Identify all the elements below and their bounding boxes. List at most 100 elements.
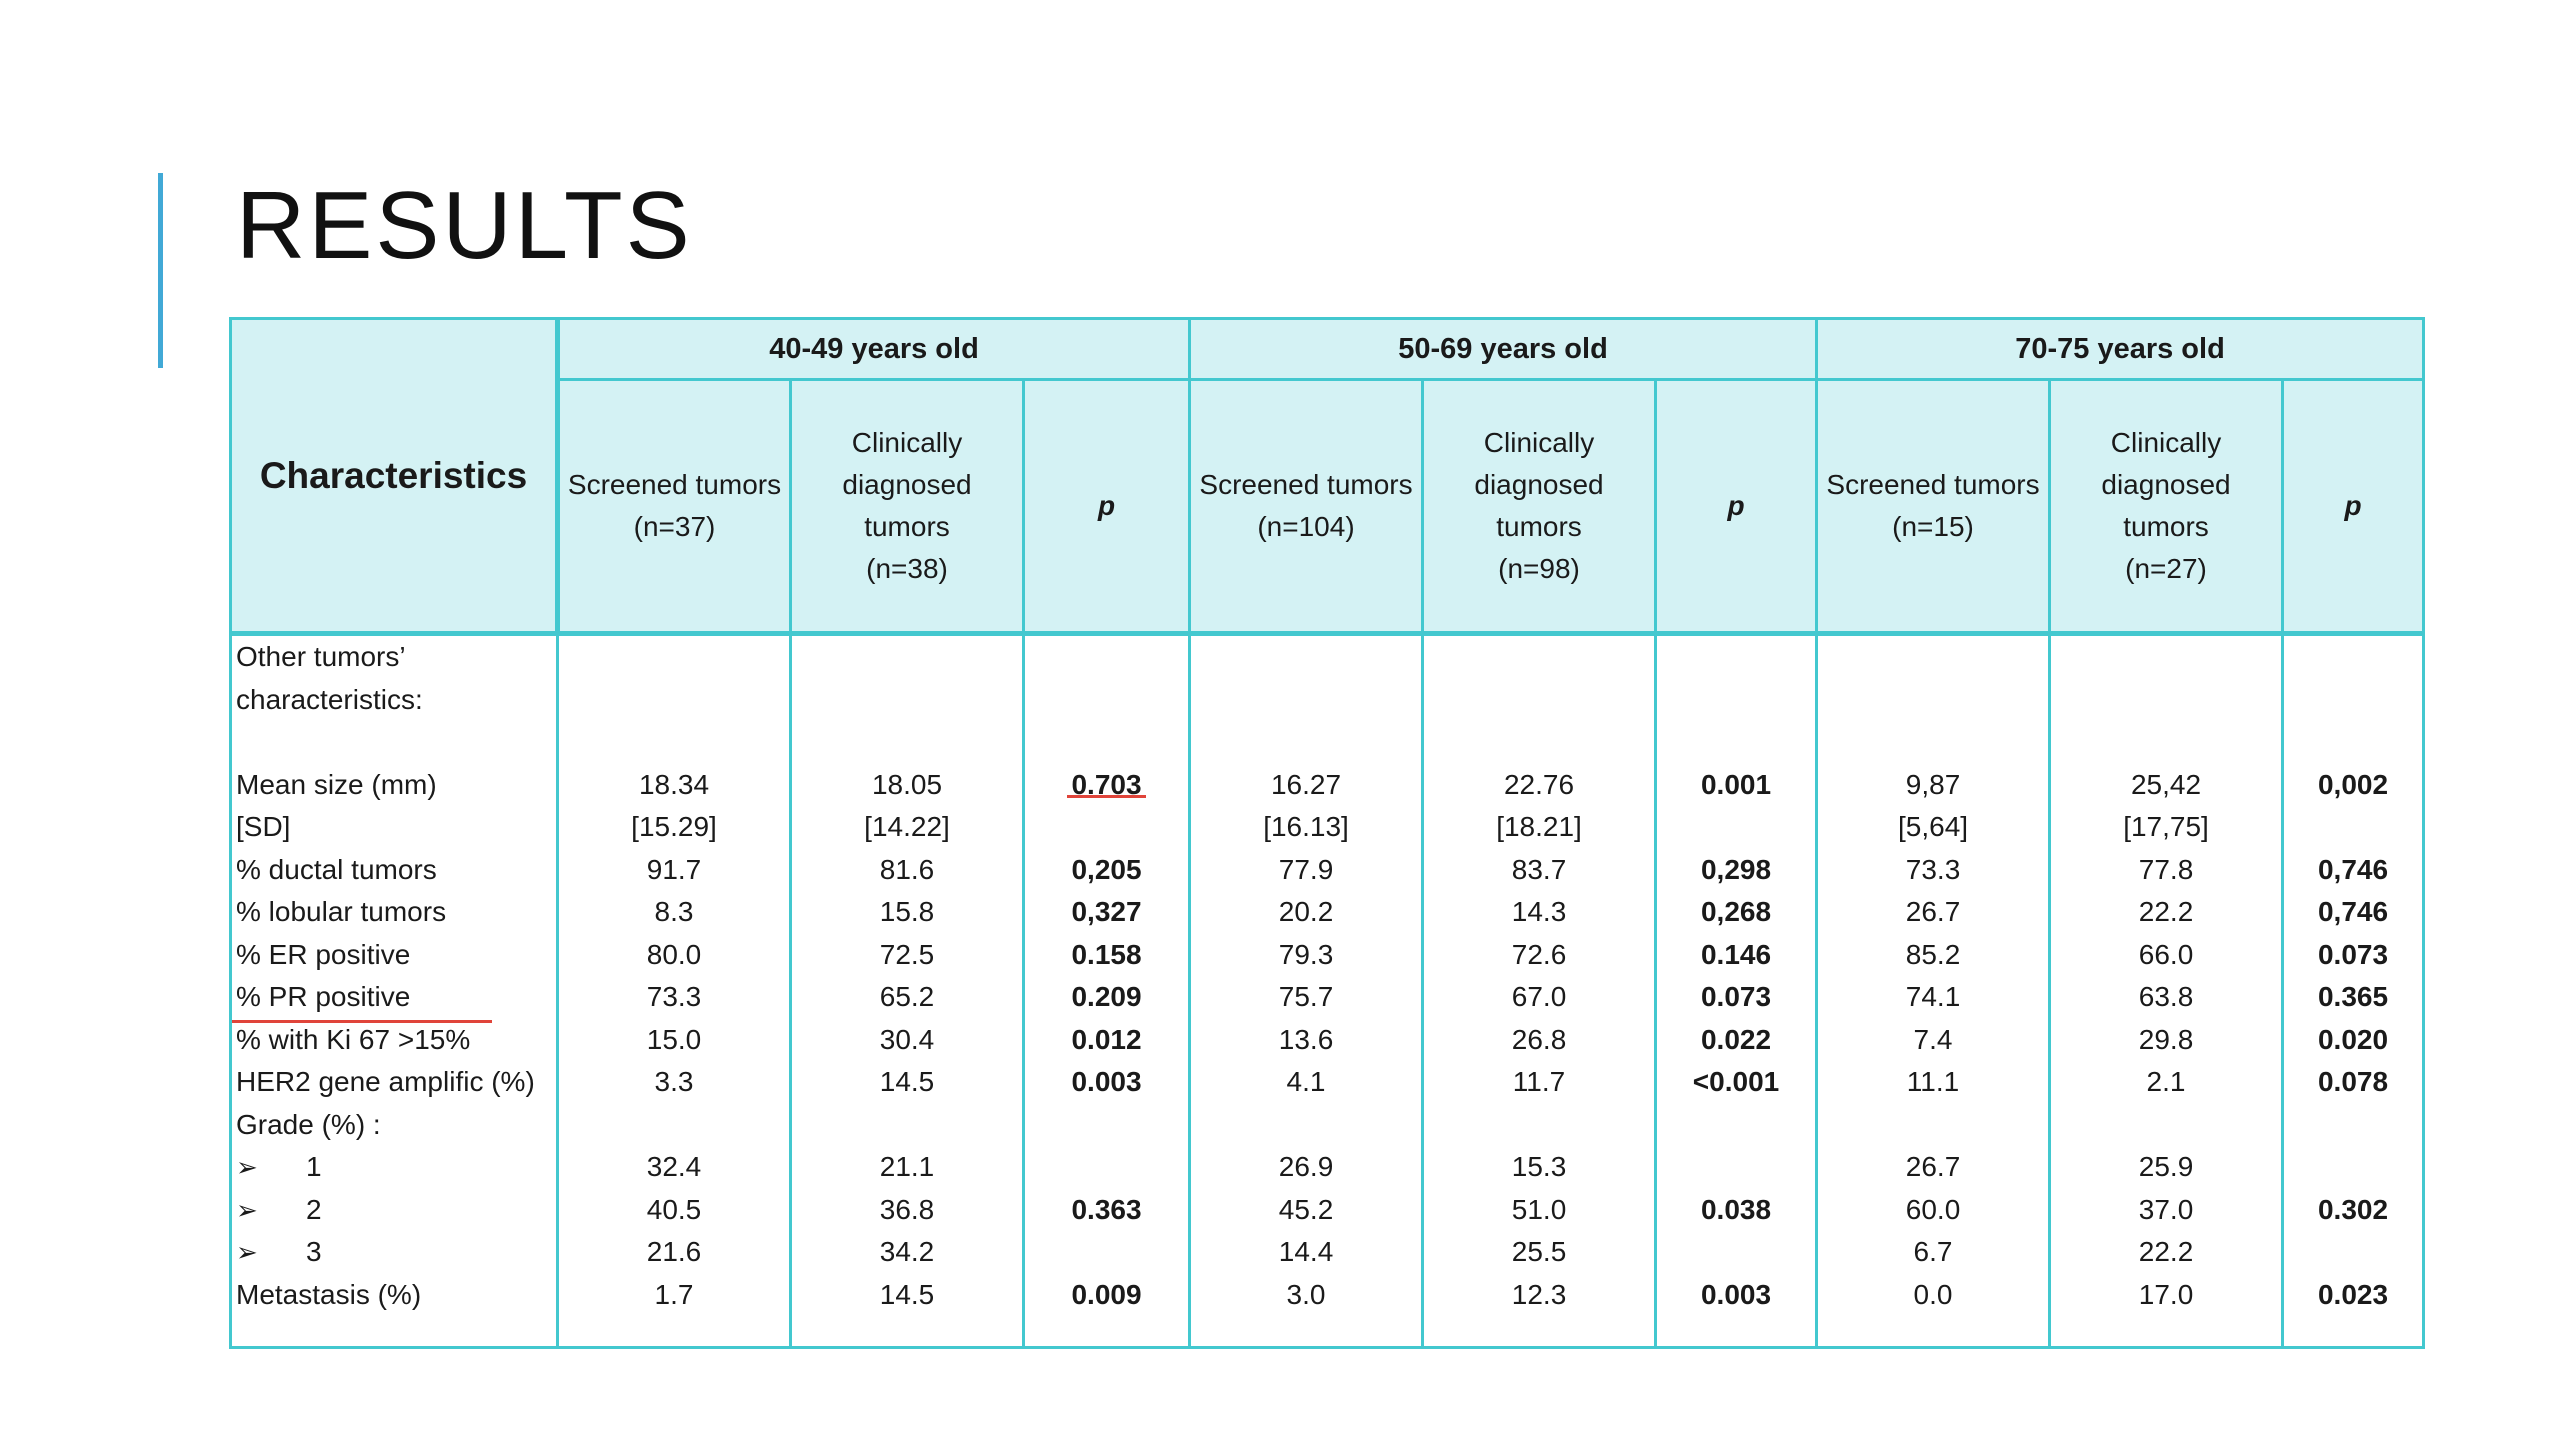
subheader-line: diagnosed: [842, 469, 972, 500]
value-cell: 14.4: [1278, 1236, 1334, 1267]
p-value-cell: 0.078: [2317, 1066, 2389, 1097]
p-value-cell: [2284, 721, 2422, 764]
value-cell: [2051, 1104, 2281, 1147]
value-cell: 11.7: [1512, 1066, 1566, 1097]
p-value-cell: [2284, 1104, 2422, 1147]
row-label: Grade (%) :: [236, 1108, 381, 1140]
value-cell: 14.5: [879, 1278, 935, 1310]
p-value-column: 0,002 0,746 0,746 0.073 0.365 0.020 0.078 0.302…: [2281, 632, 2426, 1349]
value-cell: [18.21]: [1496, 811, 1582, 842]
value-cell: [17,75]: [2123, 811, 2209, 842]
value-cell: 36.8: [879, 1193, 935, 1225]
value-cell: [792, 636, 1022, 679]
value-cell: [792, 721, 1022, 764]
subheader-line: diagnosed: [1474, 469, 1604, 500]
p-value-cell: [1025, 636, 1188, 679]
row-label: % lobular tumors: [236, 896, 447, 927]
row-label: % ductal tumors: [236, 853, 437, 885]
value-cell: 32.4: [646, 1151, 702, 1182]
p-value-cell: [1025, 806, 1188, 849]
p-header-label: p: [1727, 490, 1745, 521]
value-column: 9,87 [5,64] 73.3 26.7 85.2 74.1 7.4 11.1 26.7 60.…: [1815, 632, 2052, 1349]
grade-level: 3: [306, 1236, 322, 1267]
p-value-cell: 0,746: [2317, 896, 2389, 927]
value-cell: [2051, 636, 2281, 679]
p-value-cell: 0.365: [2317, 981, 2389, 1012]
value-cell: 91.7: [646, 853, 702, 885]
group-header-50-69: 50-69 years old: [1188, 317, 1819, 381]
p-value-cell: 0.073: [2317, 938, 2389, 970]
subheader-line: (n=104): [1257, 511, 1355, 542]
subheader-line: Screened tumors: [1826, 469, 2040, 500]
value-cell: [14.22]: [864, 811, 950, 842]
subheader-line: (n=15): [1892, 511, 1974, 542]
row-label: [236, 721, 556, 764]
value-cell: 85.2: [1905, 938, 1961, 970]
value-cell: 7.4: [1913, 1023, 1953, 1055]
clinical-tumors-header: Clinically diagnosed tumors (n=98): [1421, 378, 1658, 636]
p-value-column: 0.703 0,205 0,327 0.158 0.209 0.012 0.003 0.363…: [1021, 632, 1192, 1349]
value-cell: 51.0: [1511, 1193, 1567, 1225]
group-header-40-49: 40-49 years old: [555, 317, 1192, 381]
subheader-line: tumors: [1496, 511, 1582, 542]
value-cell: 14.5: [879, 1066, 935, 1097]
value-cell: 22.2: [2138, 1236, 2194, 1267]
value-cell: 37.0: [2138, 1193, 2194, 1225]
value-cell: 73.3: [1905, 853, 1961, 885]
p-value-header: p: [2281, 378, 2426, 636]
p-value-cell: 0,205: [1071, 853, 1142, 885]
value-cell: 30.4: [879, 1023, 935, 1055]
value-cell: 66.0: [2138, 938, 2194, 970]
value-cell: [2051, 721, 2281, 764]
p-value-cell: [2284, 636, 2422, 679]
arrow-bullet-icon: ➢: [236, 1194, 258, 1225]
value-cell: 15.8: [879, 896, 935, 927]
value-cell: [16.13]: [1263, 811, 1349, 842]
row-label: Other tumors’: [236, 641, 406, 672]
row-label: ➢ 2: [236, 1189, 556, 1232]
p-value-cell: 0.209: [1071, 981, 1142, 1012]
value-cell: 20.2: [1278, 896, 1334, 927]
value-cell: 1.7: [654, 1278, 694, 1310]
subheader-line: Clinically: [2110, 427, 2222, 458]
screened-tumors-header: Screened tumors (n=37): [556, 378, 792, 636]
subheader-line: Clinically: [1483, 427, 1595, 458]
value-cell: [1818, 721, 2048, 764]
p-value-cell: [1025, 1231, 1188, 1274]
p-value-cell: 0.003: [1700, 1278, 1772, 1310]
p-value-cell: 0,298: [1700, 853, 1772, 885]
clinical-tumors-header: Clinically diagnosed tumors (n=38): [789, 378, 1025, 636]
value-cell: [1424, 636, 1654, 679]
value-cell: 77.8: [2138, 853, 2194, 885]
p-value-cell: 0.363: [1071, 1193, 1142, 1225]
value-cell: 83.7: [1511, 853, 1567, 885]
value-cell: 8.3: [654, 896, 694, 927]
value-cell: [1191, 1104, 1421, 1147]
value-cell: 21.6: [646, 1236, 702, 1267]
value-column: 18.05 [14.22] 81.6 15.8 72.5 65.2 30.4 14.5 21.1…: [789, 632, 1025, 1349]
subheader-line: tumors: [2123, 511, 2209, 542]
value-column: 22.76 [18.21] 83.7 14.3 72.6 67.0 26.8 11.7 15.3…: [1421, 632, 1658, 1349]
value-cell: 77.9: [1278, 853, 1334, 885]
row-label: ➢ 3: [236, 1231, 556, 1274]
value-cell: 3.0: [1286, 1278, 1326, 1310]
slide-title: RESULTS: [236, 172, 693, 279]
value-cell: 15.3: [1511, 1151, 1567, 1182]
highlighted-label: % PR positive: [231, 976, 493, 1022]
value-cell: 13.6: [1278, 1023, 1334, 1055]
value-cell: 14.3: [1511, 896, 1567, 927]
value-cell: [15.29]: [631, 811, 717, 842]
p-value-cell: [1657, 1146, 1815, 1189]
subheader-line: Clinically: [851, 427, 963, 458]
value-cell: 25.5: [1511, 1236, 1567, 1267]
p-value-cell: [2284, 806, 2422, 849]
value-cell: [1818, 636, 2048, 679]
value-cell: [792, 1104, 1022, 1147]
p-value-cell: 0.146: [1700, 938, 1772, 970]
row-label: Metastasis (%): [236, 1278, 422, 1310]
arrow-bullet-icon: ➢: [236, 1152, 258, 1182]
subheader-line: (n=98): [1498, 553, 1580, 584]
value-cell: 79.3: [1278, 938, 1334, 970]
p-value-cell: [1657, 1231, 1815, 1274]
subheader-line: Screened tumors: [1199, 469, 1413, 500]
